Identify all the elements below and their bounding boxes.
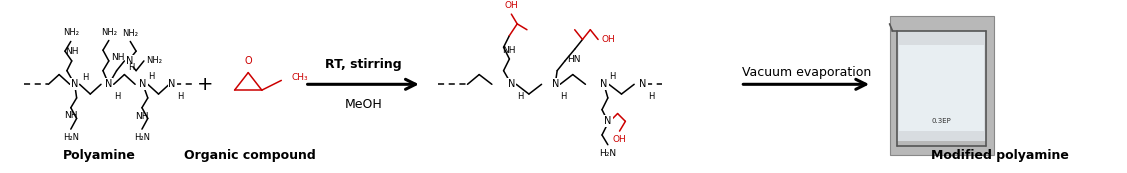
Text: N: N	[71, 79, 79, 89]
Text: N: N	[507, 79, 515, 89]
Text: H: H	[148, 72, 154, 81]
FancyBboxPatch shape	[889, 16, 994, 156]
Text: H: H	[560, 92, 567, 101]
Text: H₂N: H₂N	[63, 133, 79, 142]
Text: HN: HN	[567, 55, 580, 64]
FancyBboxPatch shape	[897, 31, 986, 141]
Text: H: H	[114, 92, 121, 101]
FancyBboxPatch shape	[899, 45, 984, 131]
Text: RT, stirring: RT, stirring	[325, 58, 401, 71]
Text: N: N	[140, 79, 147, 89]
Text: H₂N: H₂N	[600, 149, 616, 158]
Text: N: N	[71, 79, 79, 89]
Text: H: H	[128, 63, 135, 72]
Text: H: H	[177, 92, 184, 101]
Text: NH₂: NH₂	[100, 28, 117, 37]
Text: N: N	[105, 79, 113, 89]
Text: NH₂: NH₂	[145, 56, 162, 65]
Text: H: H	[82, 73, 89, 82]
Text: N: N	[168, 79, 176, 89]
Text: N: N	[601, 79, 607, 89]
Text: N: N	[140, 79, 147, 89]
Text: NH₂: NH₂	[122, 29, 139, 38]
Text: N: N	[168, 79, 176, 89]
Text: N: N	[126, 56, 134, 66]
Text: N: N	[551, 79, 559, 89]
Text: H₂N: H₂N	[134, 133, 150, 142]
Text: H: H	[648, 92, 654, 101]
Text: OH: OH	[613, 135, 627, 144]
Text: H: H	[609, 72, 615, 81]
Text: N: N	[105, 79, 113, 89]
Text: NH: NH	[502, 46, 515, 55]
Text: O: O	[245, 56, 252, 66]
Text: Organic compound: Organic compound	[185, 149, 316, 162]
Text: N: N	[604, 116, 612, 126]
Text: N: N	[126, 56, 134, 66]
Text: +: +	[197, 75, 213, 94]
Text: Polyamine: Polyamine	[63, 149, 135, 162]
Text: 0.3EP: 0.3EP	[932, 118, 951, 124]
Text: NH₂: NH₂	[63, 28, 79, 37]
Text: NH: NH	[135, 112, 149, 121]
Text: NH: NH	[110, 53, 124, 62]
Text: Modified polyamine: Modified polyamine	[931, 149, 1070, 162]
Text: Vacuum evaporation: Vacuum evaporation	[742, 66, 871, 79]
Text: OH: OH	[505, 1, 518, 10]
Text: H: H	[517, 92, 524, 101]
Text: OH: OH	[602, 35, 615, 44]
Text: N: N	[639, 79, 647, 89]
Text: CH₃: CH₃	[291, 73, 308, 82]
Text: NH: NH	[64, 111, 78, 120]
Text: NH: NH	[65, 47, 79, 56]
Text: MeOH: MeOH	[345, 98, 382, 111]
